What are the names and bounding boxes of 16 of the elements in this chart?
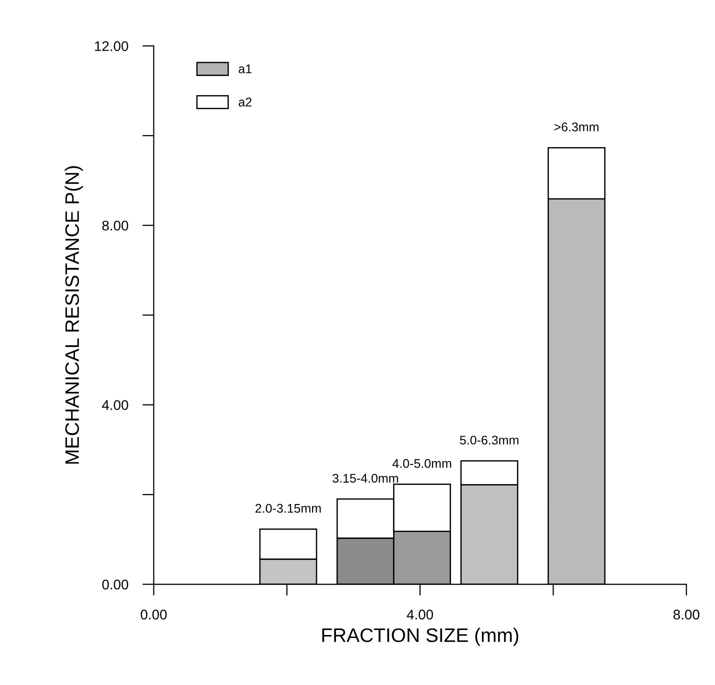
y-tick-label: 4.00	[102, 400, 128, 410]
annotation: 4.0-5.0mm	[392, 459, 452, 468]
x-tick-label: 4.00	[406, 610, 434, 620]
annotation: 3.15-4.0mm	[332, 474, 398, 483]
y-tick-label: 12.00	[95, 41, 128, 52]
legend-label: a2	[238, 98, 252, 106]
annotation: 5.0-6.3mm	[460, 436, 518, 445]
x-axis-title: FRACTION SIZE (mm)	[322, 628, 518, 646]
y-tick-label: 0.00	[102, 580, 128, 590]
x-tick-label: 8.00	[673, 610, 700, 620]
legend-label: a1	[238, 64, 252, 74]
annotation: 2.0-3.15mm	[256, 504, 321, 513]
annotation: >6.3mm	[554, 122, 598, 132]
y-tick-label: 8.00	[102, 220, 128, 231]
y-axis-title: MECHANICAL RESISTANCE P(N)	[64, 166, 83, 464]
x-tick-label: 0.00	[140, 610, 167, 620]
